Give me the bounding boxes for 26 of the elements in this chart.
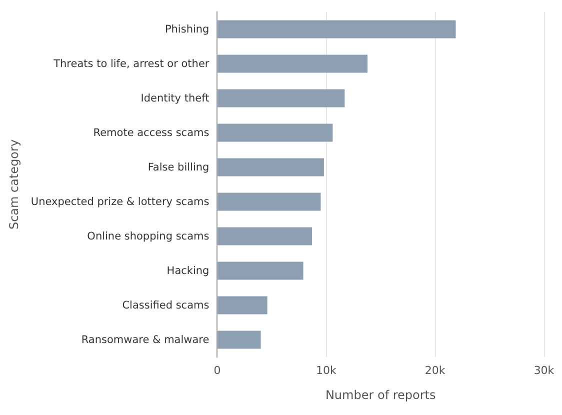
bar [217, 227, 312, 246]
x-tick-label: 10k [316, 364, 337, 377]
bar [217, 158, 324, 176]
bar [217, 54, 368, 73]
y-tick-label: Online shopping scams [87, 230, 210, 242]
y-tick-label: Threats to life, arrest or other [52, 58, 210, 70]
bar [217, 89, 345, 108]
y-tick-label: Unexpected prize & lottery scams [30, 196, 210, 208]
x-tick-label: 30k [534, 364, 555, 377]
bar [217, 124, 333, 142]
y-tick-label: Phishing [164, 23, 210, 36]
y-tick-label: Classified scams [122, 299, 210, 312]
x-axis-title: Number of reports [325, 388, 436, 402]
x-tick-label: 20k [424, 364, 446, 377]
bar [217, 262, 304, 280]
y-tick-label: Hacking [166, 264, 210, 277]
y-tick-label: False billing [148, 161, 210, 174]
bar [217, 330, 261, 349]
bar [217, 296, 268, 314]
x-tick-label: 0 [214, 364, 221, 377]
y-tick-label: Identity theft [140, 92, 210, 104]
y-axis-title: Scam category [7, 139, 21, 230]
bar [217, 192, 321, 211]
bar [217, 20, 456, 38]
y-tick-label: Ransomware & malware [81, 334, 210, 346]
y-tick-label: Remote access scams [93, 126, 210, 139]
